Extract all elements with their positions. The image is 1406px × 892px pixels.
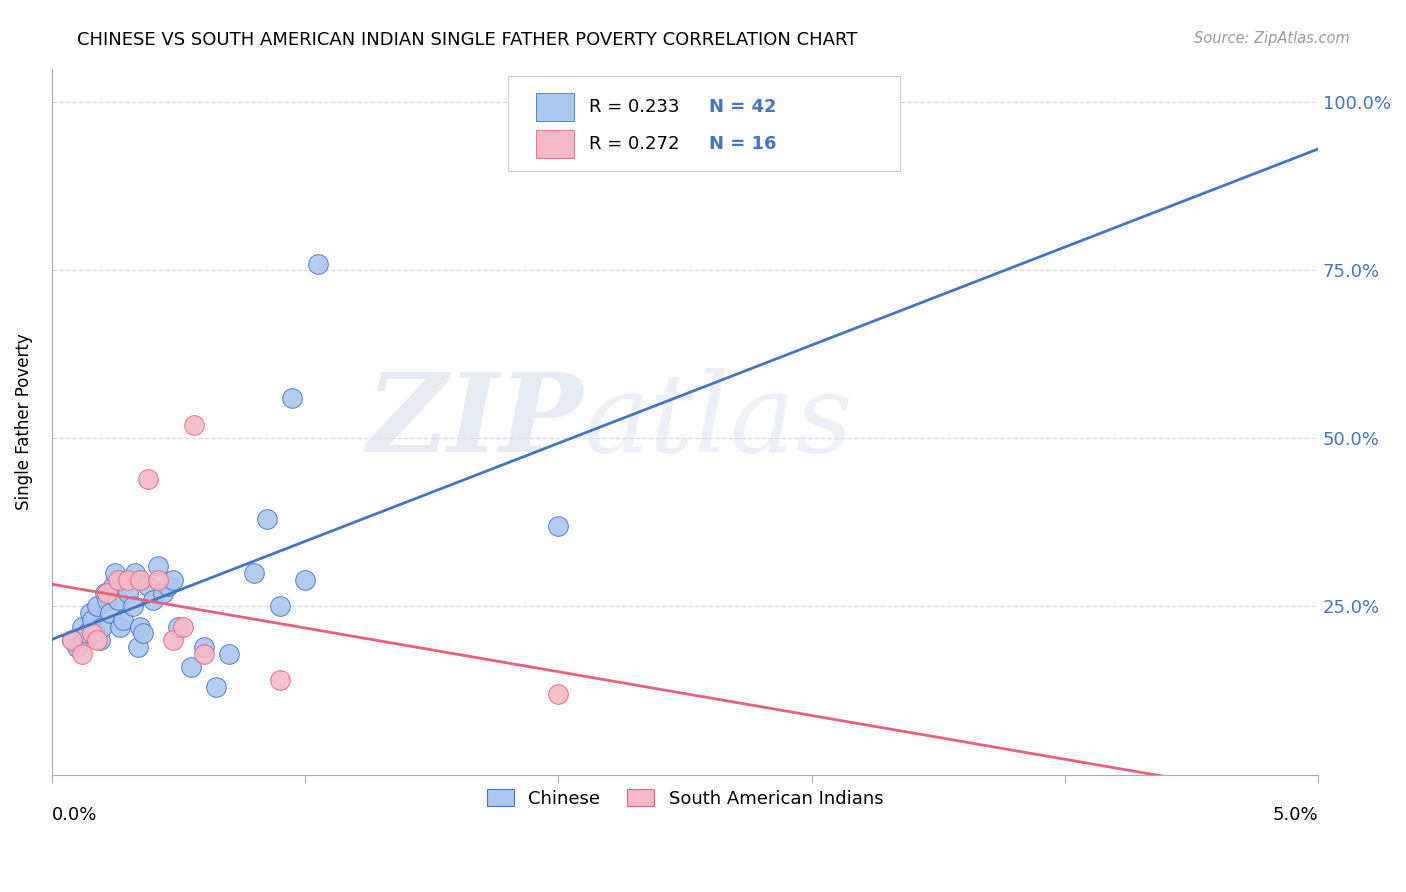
Point [193, 647, 215, 661]
FancyBboxPatch shape [508, 76, 900, 171]
Point [76, 626, 98, 640]
Point [146, 573, 169, 587]
Text: Source: ZipAtlas.com: Source: ZipAtlas.com [1194, 31, 1350, 46]
Point [107, 592, 129, 607]
Point [269, 673, 291, 688]
Text: N = 42: N = 42 [709, 98, 776, 116]
Point [111, 613, 134, 627]
Point [152, 586, 174, 600]
Point [136, 472, 159, 486]
Text: ZIP: ZIP [367, 368, 583, 475]
Text: CHINESE VS SOUTH AMERICAN INDIAN SINGLE FATHER POVERTY CORRELATION CHART: CHINESE VS SOUTH AMERICAN INDIAN SINGLE … [77, 31, 858, 49]
Point [70, 620, 93, 634]
Point [547, 687, 569, 701]
Point [86, 599, 108, 614]
Point [108, 620, 131, 634]
Point [243, 566, 266, 580]
Point [70, 647, 93, 661]
Point [180, 660, 202, 674]
Point [167, 620, 190, 634]
Point [79, 606, 101, 620]
Point [117, 573, 139, 587]
Point [83, 626, 105, 640]
Text: 5.0%: 5.0% [1272, 806, 1319, 824]
Text: R = 0.272: R = 0.272 [589, 135, 679, 153]
Point [162, 573, 184, 587]
Point [294, 573, 316, 587]
Point [129, 620, 152, 634]
Point [162, 633, 184, 648]
Point [82, 613, 104, 627]
Point [96, 592, 118, 607]
Point [193, 640, 215, 654]
Point [142, 592, 165, 607]
Point [127, 640, 149, 654]
Point [98, 606, 121, 620]
Point [117, 586, 139, 600]
Point [183, 417, 205, 432]
Y-axis label: Single Father Poverty: Single Father Poverty [15, 334, 32, 510]
Point [307, 256, 329, 270]
Point [101, 579, 124, 593]
Point [86, 633, 108, 648]
Point [269, 599, 291, 614]
Point [218, 647, 240, 661]
Point [121, 599, 143, 614]
Point [94, 586, 117, 600]
Point [60, 633, 83, 648]
Point [256, 512, 278, 526]
Text: N = 16: N = 16 [709, 135, 776, 153]
Legend: Chinese, South American Indians: Chinese, South American Indians [479, 782, 890, 815]
Point [124, 566, 146, 580]
Point [547, 518, 569, 533]
Point [89, 633, 111, 648]
Point [146, 559, 169, 574]
Point [82, 626, 104, 640]
Point [157, 579, 180, 593]
Point [60, 633, 83, 648]
Point [91, 620, 114, 634]
Point [107, 573, 129, 587]
Point [132, 626, 155, 640]
Point [172, 620, 194, 634]
Point [96, 586, 118, 600]
Point [129, 573, 152, 587]
Text: atlas: atlas [583, 368, 853, 475]
Point [205, 680, 228, 694]
FancyBboxPatch shape [536, 130, 574, 158]
Point [104, 566, 127, 580]
Text: R = 0.233: R = 0.233 [589, 98, 679, 116]
Point [281, 391, 304, 405]
FancyBboxPatch shape [536, 94, 574, 121]
Text: 0.0%: 0.0% [52, 806, 97, 824]
Point [136, 579, 159, 593]
Point [66, 640, 89, 654]
